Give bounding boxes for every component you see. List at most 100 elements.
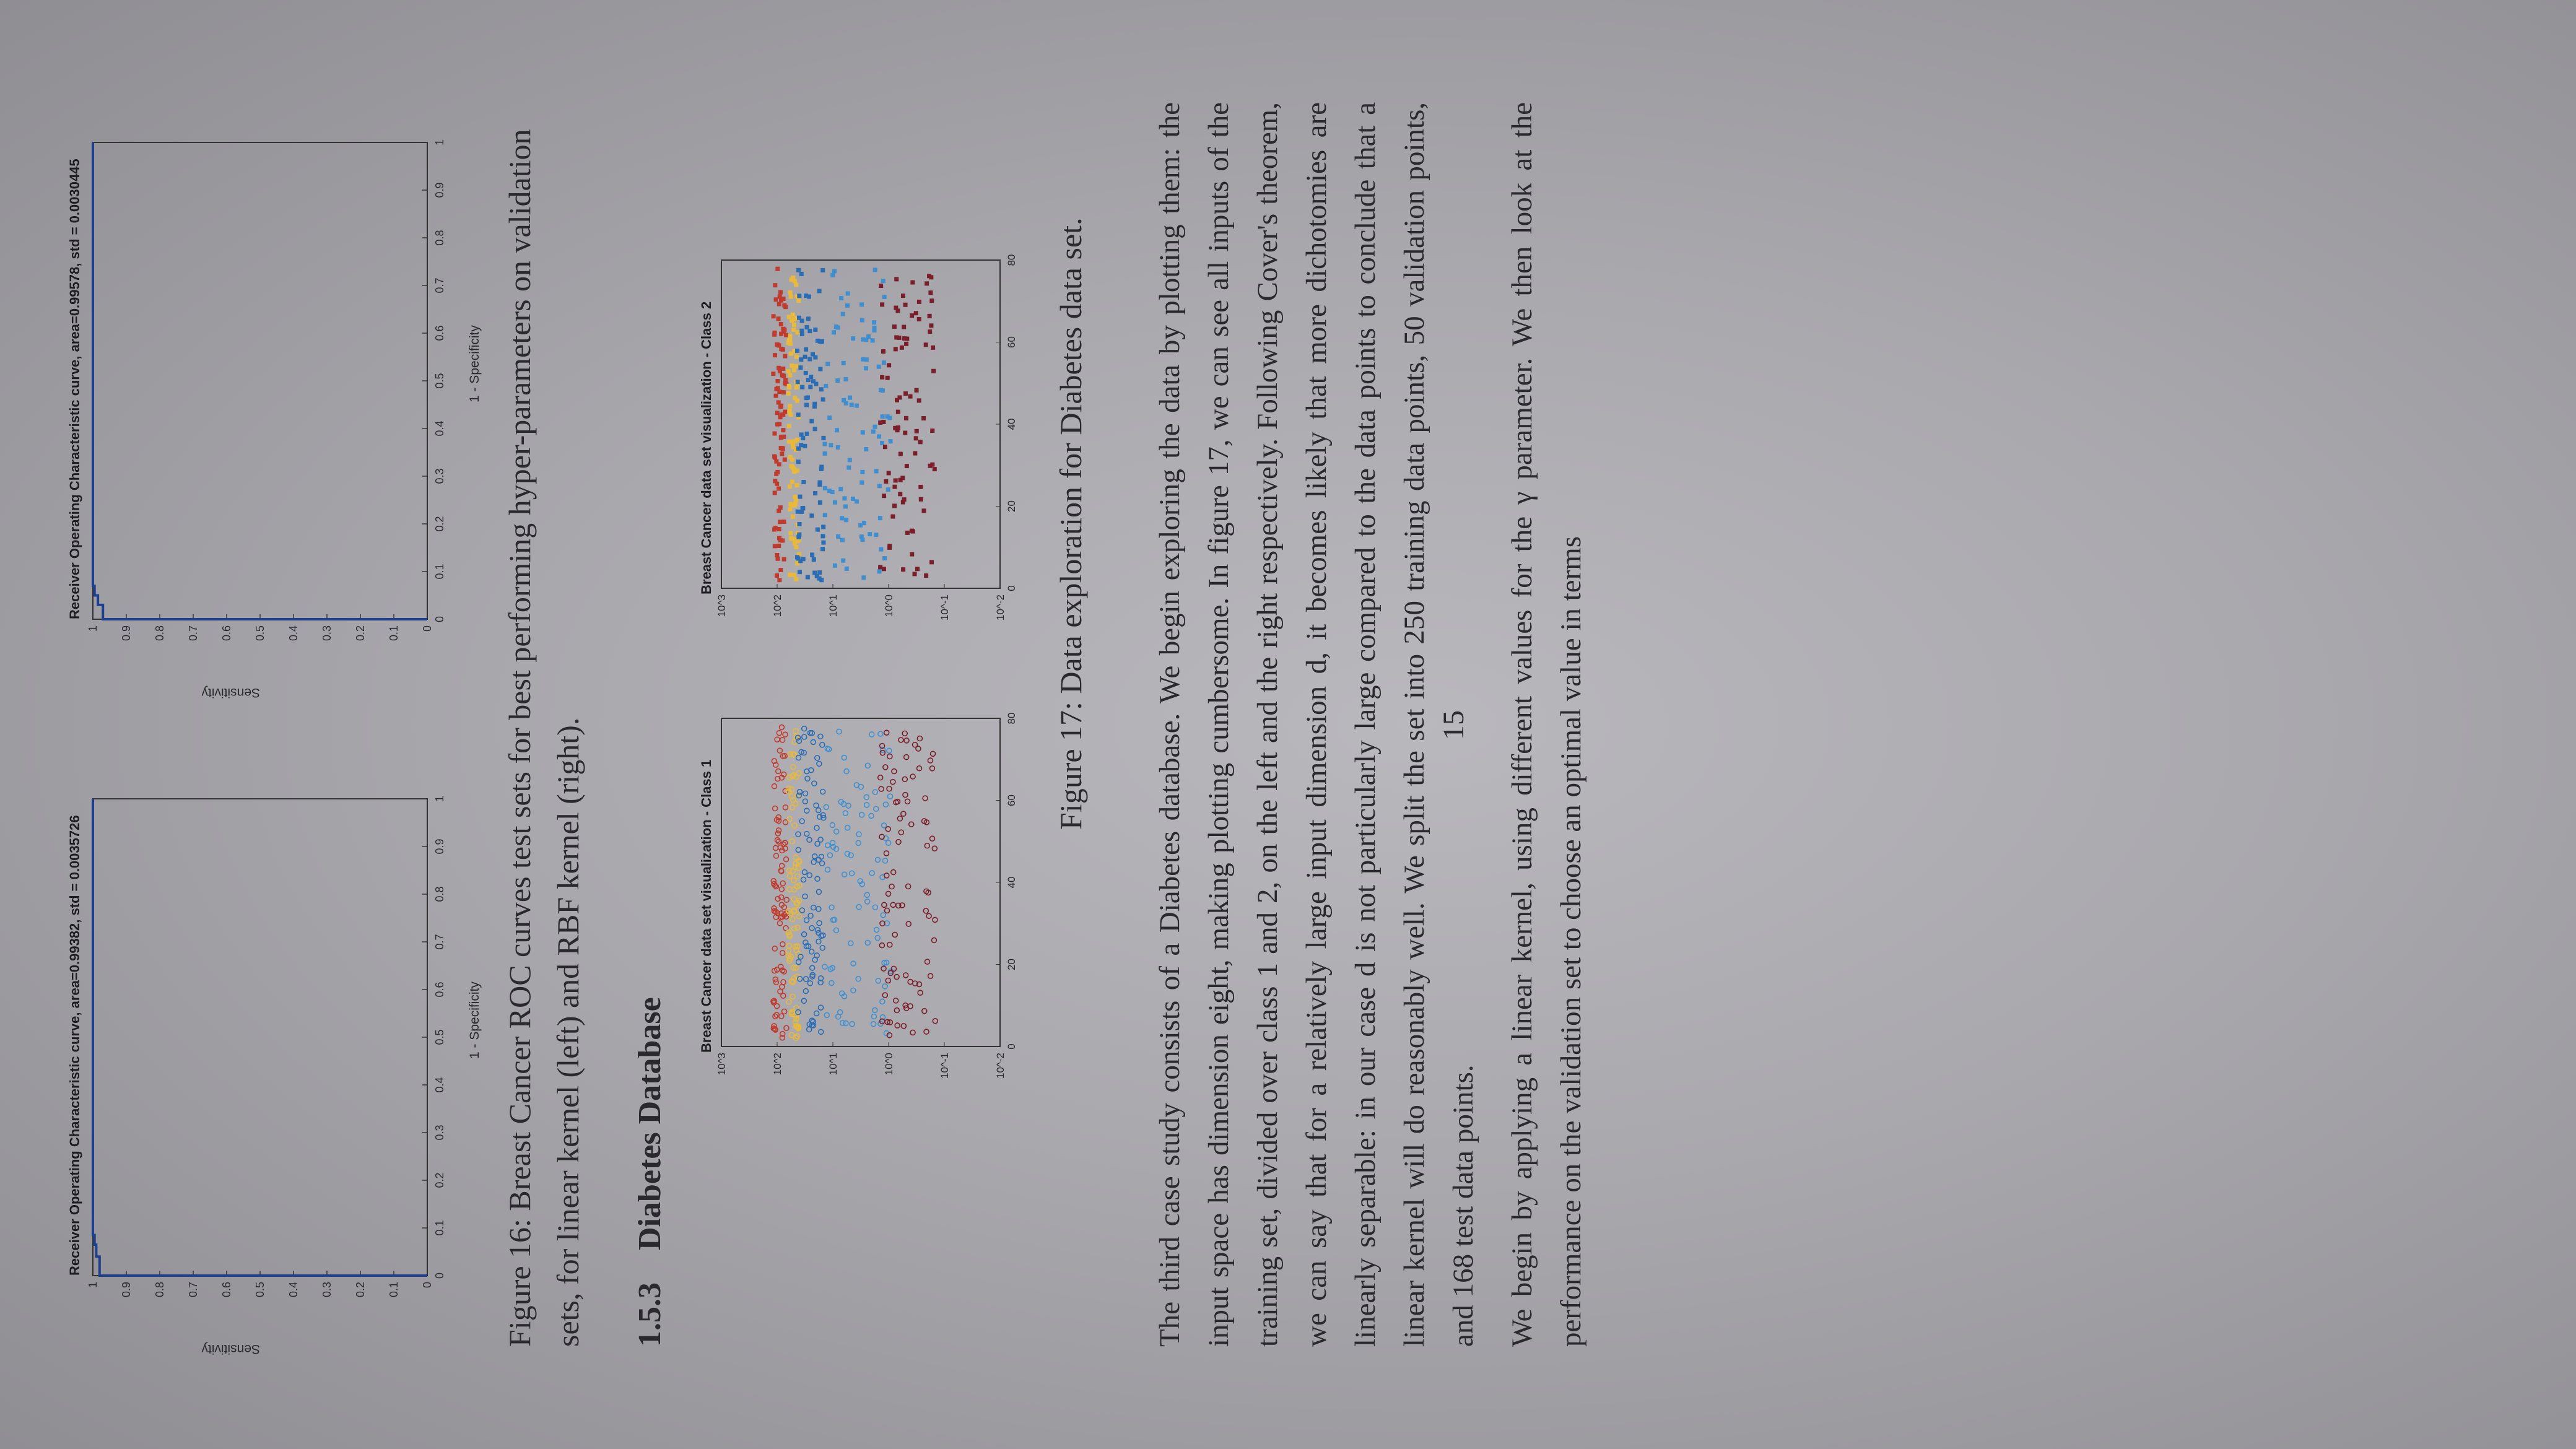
data-point — [885, 977, 892, 984]
data-point — [795, 959, 802, 965]
data-point — [884, 872, 890, 879]
y-tick-label: 0.4 — [287, 1282, 300, 1297]
data-point — [788, 793, 795, 799]
data-point — [903, 1005, 910, 1011]
data-point — [882, 764, 889, 770]
data-point — [793, 537, 798, 542]
data-point — [902, 972, 909, 978]
data-point — [841, 558, 846, 563]
data-point — [808, 949, 815, 955]
data-point — [782, 303, 787, 308]
data-point — [927, 313, 932, 318]
data-point — [829, 443, 833, 448]
figure16-caption: Figure 16: Breast Cancer ROC curves test… — [502, 129, 585, 1347]
data-point — [791, 445, 796, 450]
data-point — [797, 294, 802, 298]
data-point — [817, 480, 822, 485]
data-point — [851, 496, 856, 501]
data-point — [928, 329, 933, 334]
data-point — [791, 327, 796, 332]
data-point — [785, 947, 792, 954]
data-point — [816, 889, 822, 895]
data-point — [793, 854, 799, 861]
y-tick-label: 0.2 — [354, 1282, 367, 1297]
data-point — [806, 1026, 812, 1033]
data-point — [790, 797, 796, 803]
data-point — [844, 850, 851, 857]
scatter-left-chart: 0 20 40 60 80 10^-2 10^-1 10^0 10^1 10^2 10^3 — [716, 713, 1017, 1079]
data-point — [775, 838, 782, 845]
data-point — [927, 757, 934, 764]
data-point — [820, 397, 825, 402]
data-point — [848, 940, 854, 947]
data-point — [797, 521, 802, 526]
data-point — [894, 277, 899, 282]
data-point — [796, 298, 801, 303]
data-point — [805, 575, 810, 580]
data-point — [773, 297, 778, 302]
data-point — [879, 747, 886, 754]
data-point — [790, 868, 796, 874]
data-point — [803, 988, 809, 994]
data-point — [812, 427, 817, 432]
data-point — [802, 893, 808, 900]
data-point — [795, 846, 802, 853]
data-point — [833, 927, 840, 934]
data-point — [929, 323, 934, 328]
data-point — [790, 916, 796, 922]
data-point — [779, 403, 784, 408]
data-point — [877, 484, 882, 489]
data-point — [788, 294, 793, 299]
x-tick-label: 1 — [433, 796, 446, 802]
y-tick-label: 10^3 — [716, 594, 728, 617]
data-point — [779, 950, 786, 956]
data-point — [773, 853, 780, 859]
data-point — [810, 552, 815, 557]
data-point — [796, 459, 801, 464]
data-point — [794, 282, 799, 287]
data-point — [791, 822, 798, 829]
data-point — [786, 424, 791, 429]
data-point — [882, 445, 887, 450]
data-point — [777, 365, 781, 370]
data-point — [778, 520, 783, 524]
data-point — [772, 1013, 778, 1020]
data-point — [816, 906, 822, 912]
data-point — [827, 966, 833, 972]
data-point — [835, 445, 840, 450]
data-point — [771, 1023, 777, 1029]
data-point — [773, 979, 780, 986]
data-point — [786, 933, 793, 939]
data-point — [929, 560, 934, 565]
data-point — [918, 440, 923, 445]
data-point — [916, 316, 921, 321]
data-point — [786, 867, 793, 874]
data-point — [886, 1032, 893, 1038]
data-point — [841, 360, 846, 365]
data-point — [888, 439, 893, 444]
data-point — [817, 1004, 824, 1011]
data-point — [778, 290, 783, 295]
data-point — [772, 527, 777, 532]
data-point — [903, 391, 908, 396]
data-point — [829, 980, 835, 986]
data-point — [883, 850, 890, 856]
data-point — [805, 943, 812, 949]
data-point — [881, 279, 886, 284]
data-point — [786, 908, 792, 914]
x-tick-label: 0.4 — [433, 1077, 446, 1092]
x-tick-label: 0.3 — [433, 1125, 446, 1140]
data-point — [838, 487, 843, 492]
data-point — [778, 446, 783, 451]
data-point — [840, 537, 845, 542]
data-point — [871, 1013, 877, 1020]
data-point — [801, 749, 807, 756]
data-point — [791, 907, 798, 914]
data-point — [840, 311, 845, 316]
data-point — [837, 1009, 843, 1016]
y-tick-label: 10^-1 — [939, 1053, 951, 1079]
data-point — [808, 385, 813, 389]
data-point — [903, 416, 908, 420]
data-point — [913, 451, 918, 456]
y-tick-label: 10^-2 — [994, 1053, 1006, 1079]
